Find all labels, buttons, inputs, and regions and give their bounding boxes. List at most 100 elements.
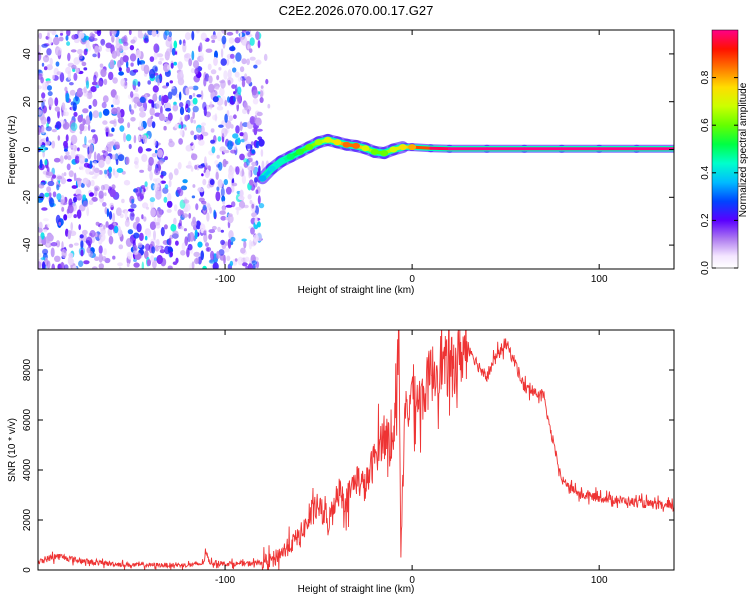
noise-speckle: [206, 212, 210, 222]
noise-speckle: [208, 83, 215, 93]
noise-speckle: [111, 30, 116, 38]
noise-speckle: [251, 203, 255, 209]
noise-speckle: [198, 139, 205, 146]
noise-speckle: [200, 32, 207, 41]
noise-speckle: [139, 111, 146, 118]
noise-speckle: [237, 256, 244, 266]
noise-speckle: [118, 266, 122, 269]
noise-speckle: [104, 147, 108, 152]
noise-speckle: [133, 262, 140, 268]
noise-speckle: [247, 109, 250, 115]
noise-speckle: [51, 263, 55, 269]
noise-speckle: [208, 229, 216, 234]
noise-speckle: [137, 135, 141, 142]
noise-speckle: [65, 35, 69, 41]
noise-speckle: [147, 80, 151, 85]
noise-speckle: [83, 162, 90, 168]
noise-speckle: [87, 123, 91, 132]
noise-speckle: [55, 61, 60, 67]
noise-speckle: [61, 172, 64, 183]
noise-speckle: [38, 183, 45, 189]
noise-speckle: [257, 195, 261, 205]
noise-speckle: [157, 160, 164, 165]
noise-speckle: [214, 50, 218, 59]
noise-speckle: [172, 104, 179, 112]
noise-speckle: [167, 265, 173, 269]
noise-speckle: [232, 133, 239, 139]
noise-speckle: [194, 258, 200, 265]
noise-speckle: [188, 95, 193, 100]
noise-speckle: [231, 84, 236, 89]
noise-speckle: [88, 200, 94, 205]
noise-speckle: [38, 235, 42, 245]
noise-speckle: [83, 48, 88, 56]
noise-speckle: [115, 158, 119, 166]
noise-speckle: [217, 136, 222, 142]
noise-speckle: [238, 195, 245, 201]
noise-speckle: [66, 30, 71, 37]
noise-speckle: [216, 251, 220, 259]
noise-speckle: [123, 132, 127, 143]
noise-speckle: [243, 131, 248, 142]
noise-speckle: [208, 259, 215, 264]
noise-speckle: [94, 256, 100, 262]
noise-speckle: [48, 192, 52, 197]
noise-speckle: [113, 225, 119, 234]
noise-speckle: [126, 66, 131, 74]
noise-speckle: [144, 235, 148, 241]
noise-speckle: [199, 223, 206, 232]
noise-speckle: [70, 222, 73, 231]
noise-speckle: [112, 77, 118, 84]
signal-point: [314, 139, 323, 146]
y-tick-label: 6000: [22, 408, 33, 431]
noise-speckle: [68, 258, 75, 266]
noise-speckle: [145, 243, 151, 251]
noise-speckle: [228, 37, 235, 44]
noise-speckle: [160, 105, 163, 116]
noise-speckle: [255, 140, 260, 149]
noise-speckle: [249, 199, 253, 205]
noise-speckle: [63, 264, 69, 269]
noise-speckle: [67, 155, 72, 161]
noise-speckle: [58, 221, 61, 226]
noise-speckle: [220, 229, 224, 233]
noise-speckle: [59, 32, 64, 36]
noise-speckle: [55, 240, 61, 248]
noise-speckle: [77, 48, 83, 55]
noise-speckle: [216, 75, 220, 81]
noise-speckle: [230, 236, 236, 242]
signal-point: [295, 148, 304, 155]
noise-speckle: [149, 56, 155, 62]
noise-speckle: [226, 31, 234, 36]
noise-speckle: [38, 126, 41, 136]
noise-speckle: [247, 194, 252, 200]
noise-speckle: [241, 168, 244, 177]
noise-speckle: [92, 110, 100, 119]
noise-speckle: [190, 116, 194, 124]
noise-speckle: [114, 170, 119, 179]
noise-speckle: [160, 226, 165, 237]
noise-speckle: [158, 113, 165, 121]
noise-speckle: [233, 114, 237, 119]
noise-speckle: [218, 124, 224, 128]
noise-speckle: [167, 192, 172, 202]
noise-speckle: [108, 224, 115, 230]
signal-core: [258, 136, 674, 182]
noise-speckle: [135, 49, 142, 58]
noise-speckle: [239, 132, 244, 137]
noise-speckle: [223, 149, 230, 154]
noise-speckle: [170, 62, 174, 69]
noise-speckle: [245, 31, 251, 35]
noise-speckle: [125, 238, 133, 247]
noise-speckle: [57, 135, 61, 141]
noise-speckle: [205, 162, 208, 168]
noise-speckle: [104, 169, 108, 175]
noise-speckle: [157, 149, 164, 158]
noise-speckle: [164, 184, 169, 190]
noise-speckle: [159, 174, 164, 178]
noise-speckle: [39, 192, 45, 201]
noise-speckle: [260, 85, 264, 89]
noise-speckle: [63, 140, 68, 148]
noise-speckle: [89, 144, 94, 154]
noise-speckle: [151, 99, 155, 110]
